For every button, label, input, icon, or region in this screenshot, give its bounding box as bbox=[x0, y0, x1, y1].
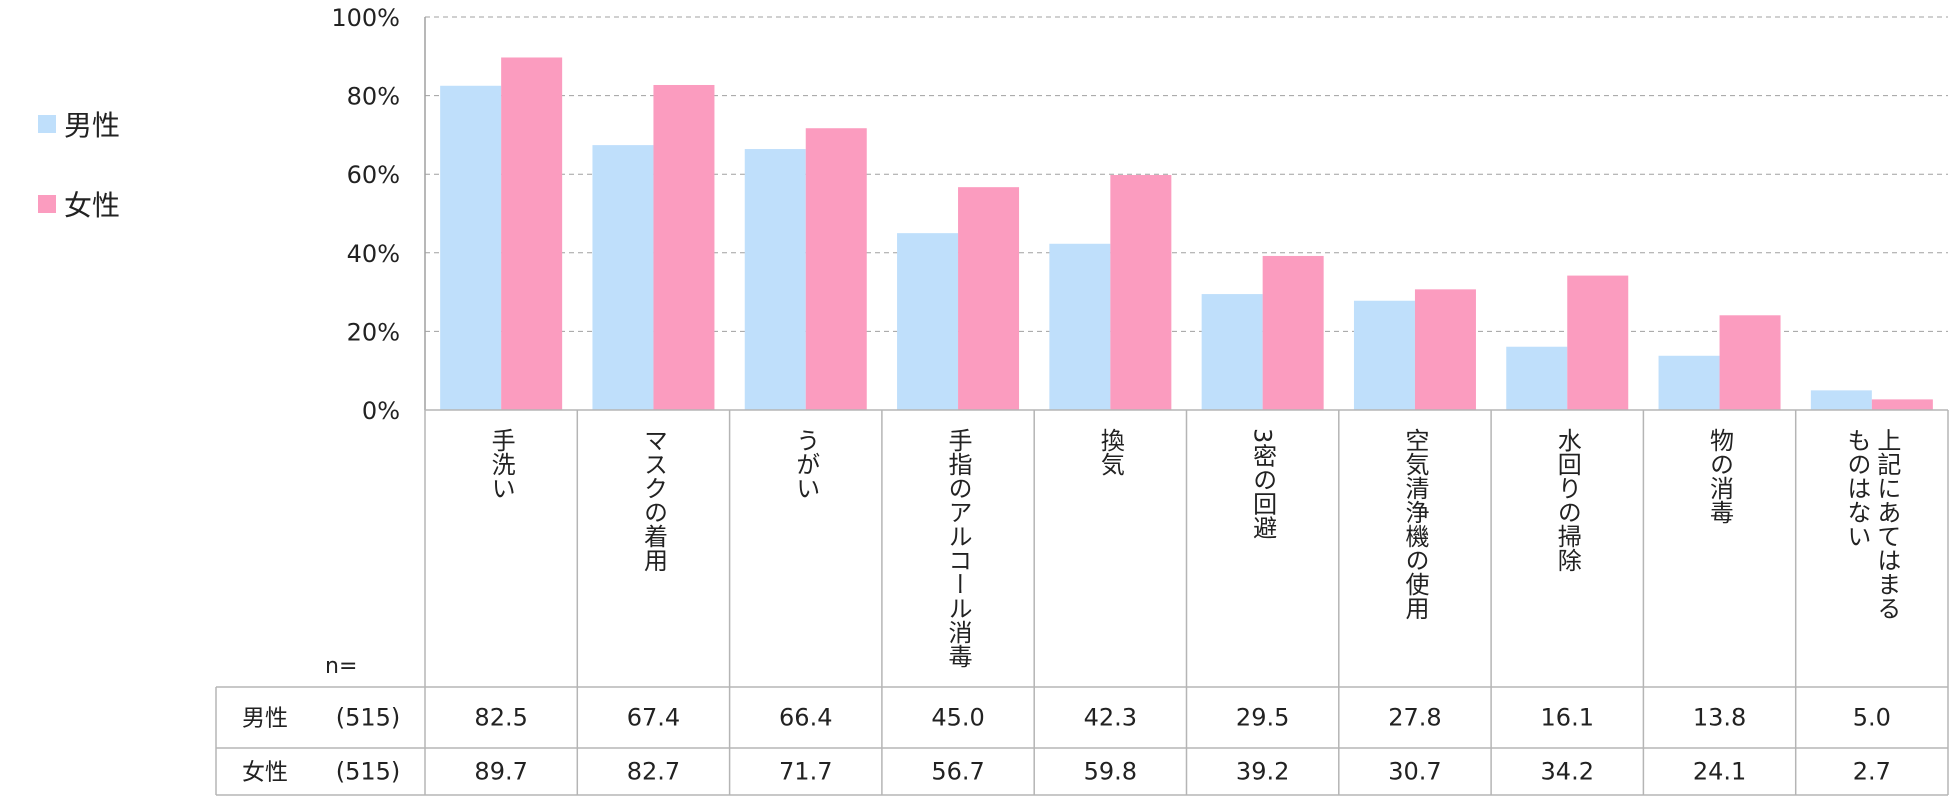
bar-male bbox=[1506, 346, 1568, 410]
bar-male bbox=[1658, 355, 1720, 410]
table-value: 24.1 bbox=[1693, 758, 1746, 786]
bar-female bbox=[501, 57, 563, 410]
table-series-label: 男性 bbox=[242, 706, 288, 732]
legend-label-male: 男性 bbox=[64, 109, 121, 142]
table-value: 66.4 bbox=[779, 704, 832, 732]
bar-female bbox=[1567, 275, 1629, 410]
category-label: 物の消毒 bbox=[1706, 428, 1734, 524]
bar-male bbox=[1201, 294, 1263, 410]
category-label: 手洗い bbox=[487, 428, 515, 500]
category-label: 上記にあてはまる bbox=[1873, 428, 1901, 620]
table-n-value: (515) bbox=[336, 758, 401, 786]
table-n-value: (515) bbox=[336, 704, 401, 732]
table-value: 27.8 bbox=[1388, 704, 1441, 732]
bar-female bbox=[653, 84, 715, 410]
bar-male bbox=[1810, 390, 1872, 410]
bar-female bbox=[805, 128, 867, 410]
bar-male bbox=[744, 149, 806, 410]
category-label: ものはない bbox=[1843, 428, 1871, 548]
table-series-label: 女性 bbox=[242, 760, 288, 786]
table-value: 56.7 bbox=[931, 758, 984, 786]
bar-male bbox=[440, 85, 502, 411]
legend: 男性 女性 bbox=[38, 104, 120, 264]
bar-female bbox=[1262, 255, 1324, 410]
y-tick-label: 20% bbox=[347, 318, 400, 346]
category-label: 手指のアルコール消毒 bbox=[944, 428, 972, 668]
table-value: 39.2 bbox=[1236, 758, 1289, 786]
bar-male bbox=[1353, 300, 1415, 410]
bar-female bbox=[1871, 399, 1933, 410]
table-value: 42.3 bbox=[1084, 704, 1137, 732]
table-value: 34.2 bbox=[1541, 758, 1594, 786]
legend-swatch-female bbox=[38, 195, 56, 213]
category-label: 空気清浄機の使用 bbox=[1401, 428, 1429, 620]
bar-female bbox=[958, 187, 1020, 410]
category-label: 水回りの掃除 bbox=[1553, 428, 1581, 572]
table-value: 67.4 bbox=[627, 704, 680, 732]
table-value: 5.0 bbox=[1853, 704, 1891, 732]
legend-item-female: 女性 bbox=[38, 184, 120, 224]
y-tick-label: 60% bbox=[347, 161, 400, 189]
bar-male bbox=[1049, 243, 1111, 410]
table-value: 29.5 bbox=[1236, 704, 1289, 732]
table-value: 30.7 bbox=[1388, 758, 1441, 786]
category-label: うがい bbox=[792, 428, 820, 500]
n-label: n= bbox=[325, 654, 357, 679]
table-value: 59.8 bbox=[1084, 758, 1137, 786]
category-label: 換気 bbox=[1096, 428, 1124, 476]
category-label: マスクの着用 bbox=[639, 428, 667, 572]
legend-label-female: 女性 bbox=[64, 189, 121, 222]
y-tick-label: 100% bbox=[331, 4, 400, 32]
table-value: 89.7 bbox=[474, 758, 527, 786]
category-label: 3密の回避 bbox=[1249, 428, 1277, 539]
bar-male bbox=[897, 233, 959, 410]
y-tick-label: 80% bbox=[347, 83, 400, 111]
y-tick-label: 40% bbox=[347, 240, 400, 268]
table-value: 2.7 bbox=[1853, 758, 1891, 786]
bar-male bbox=[592, 145, 654, 411]
table-value: 45.0 bbox=[931, 704, 984, 732]
y-tick-label: 0% bbox=[362, 397, 400, 425]
bar-female bbox=[1719, 315, 1781, 410]
bar-female bbox=[1414, 289, 1476, 410]
table-value: 13.8 bbox=[1693, 704, 1746, 732]
bar-female bbox=[1110, 174, 1172, 410]
table-value: 16.1 bbox=[1541, 704, 1594, 732]
legend-swatch-male bbox=[38, 115, 56, 133]
table-value: 82.7 bbox=[627, 758, 680, 786]
table-value: 82.5 bbox=[474, 704, 527, 732]
table-value: 71.7 bbox=[779, 758, 832, 786]
legend-item-male: 男性 bbox=[38, 104, 120, 144]
